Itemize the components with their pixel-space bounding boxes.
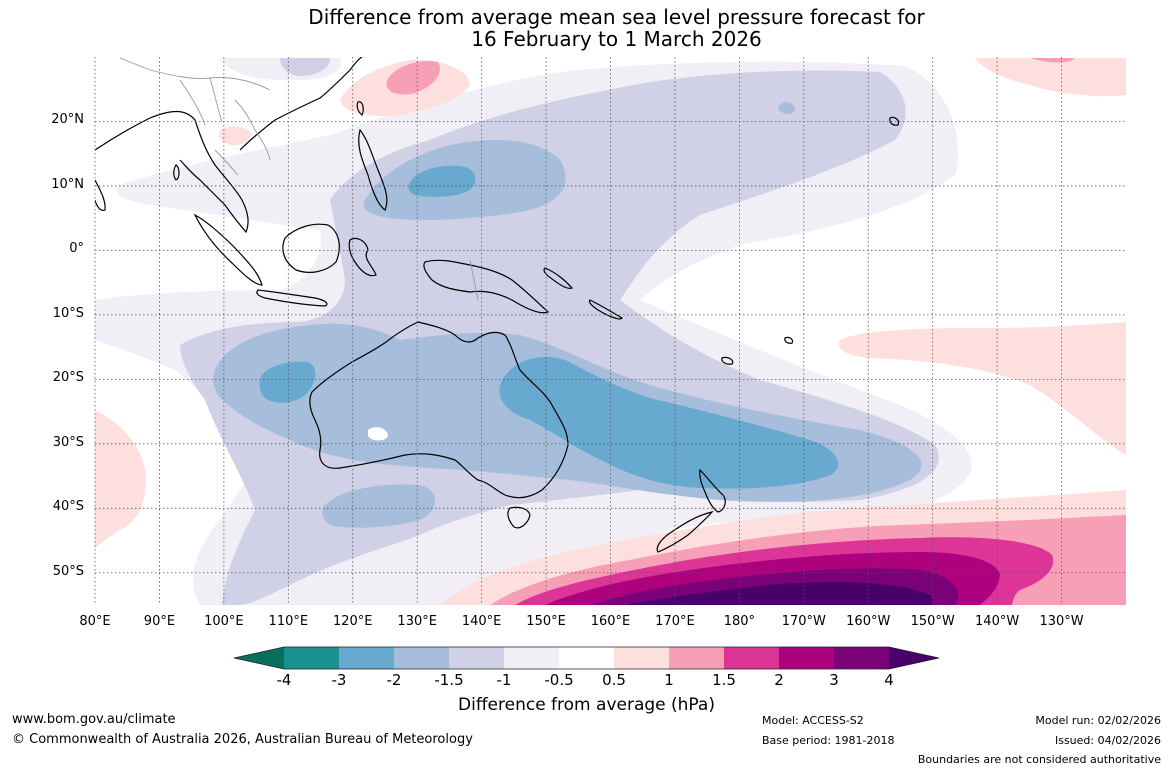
gridlines: [94, 57, 1126, 605]
colorbar: [233, 646, 940, 670]
coastline-sulawesi: [348, 237, 377, 277]
coastline-sumatra: [193, 213, 263, 286]
colorbar-tick-label: -0.5: [544, 671, 574, 689]
coastline-new-guinea: [423, 259, 550, 314]
anomaly-region-white-spot: [368, 427, 388, 441]
anomaly-region-dark-purple: [625, 582, 933, 605]
longitude-label: 160°W: [846, 614, 891, 629]
colorbar-segment: [779, 647, 834, 669]
coastline-fiji: [721, 336, 794, 365]
longitude-label: 120°E: [332, 614, 373, 629]
anomaly-region-steelblue-spot: [778, 102, 795, 115]
anomaly-region-pink-northeast: [1030, 58, 1075, 63]
longitude-label: 80°E: [79, 614, 111, 629]
longitude-label: 140°E: [461, 614, 502, 629]
colorbar-segment: [669, 647, 724, 669]
copyright-text: © Commonwealth of Australia 2026, Austra…: [12, 732, 473, 747]
colorbar-tick-label: 1.5: [712, 671, 736, 689]
anomaly-field: [95, 57, 1126, 605]
coastlines: [95, 57, 900, 553]
colorbar-tick-label: 2: [774, 671, 784, 689]
coastline-australia: [309, 321, 569, 499]
colorbar-tick-label: -1.5: [434, 671, 464, 689]
latitude-label: 10°S: [52, 305, 84, 321]
boundaries-disclaimer: Boundaries are not considered authoritat…: [917, 753, 1161, 766]
colorbar-tick-label: 0.5: [602, 671, 626, 689]
longitude-label: 130°E: [397, 614, 437, 629]
colorbar-tick-label: -3: [331, 671, 347, 689]
colorbar-segment: [394, 647, 449, 669]
coastline-sri-lanka: [173, 164, 180, 181]
border-lines-asia: [119, 57, 479, 301]
model-name: Model: ACCESS-S2: [762, 714, 864, 727]
anomaly-region-blue-north: [408, 165, 476, 197]
colorbar-segment: [559, 647, 614, 669]
longitude-label: 170°E: [655, 614, 695, 629]
colorbar-tick-label: -4: [276, 671, 292, 689]
latitude-label: 10°N: [51, 176, 84, 192]
longitude-label: 160°E: [590, 614, 631, 629]
colorbar-segment: [724, 647, 779, 669]
longitude-label: 100°E: [204, 614, 244, 629]
coastline-solomon: [543, 267, 574, 289]
coastline-new-zealand-south: [656, 510, 714, 553]
coastline-new-zealand-north: [699, 468, 726, 513]
anomaly-region-lightpink-northeast: [975, 58, 1126, 97]
anomaly-region-blue-east: [499, 357, 839, 489]
colorbar-outline: [233, 646, 940, 670]
anomaly-region-periwinkle-nw: [280, 58, 330, 76]
coastline-borneo: [282, 223, 340, 273]
chart-title-line-1: Difference from average mean sea level p…: [308, 5, 925, 29]
latitude-label: 20°S: [52, 370, 84, 386]
model-run-date: Model run: 02/02/2026: [1035, 714, 1161, 727]
anomaly-region-lightpink-west: [95, 410, 146, 548]
coastline-new-caledonia: [588, 299, 623, 320]
anomaly-region-lightpink-east: [838, 322, 1126, 455]
colorbar-tick-label: 3: [829, 671, 839, 689]
colorbar-segment: [834, 647, 889, 669]
latitude-label: 50°S: [52, 563, 84, 579]
colorbar-segment: [449, 647, 504, 669]
coastline-hawaii: [889, 116, 900, 126]
anomaly-region-blue-west: [259, 361, 316, 403]
coastline-india-tip: [95, 179, 106, 211]
longitude-label: 140°W: [975, 614, 1020, 629]
longitude-label: 130°W: [1039, 614, 1084, 629]
coastline-philippines: [358, 128, 388, 211]
colorbar-segment: [339, 647, 394, 669]
colorbar-high-extension: [889, 647, 939, 669]
colorbar-tick-label: -2: [386, 671, 402, 689]
coastline-java: [256, 289, 328, 307]
colorbar-segment: [284, 647, 339, 669]
coastline-asia-mainland: [95, 57, 363, 234]
colorbar-tick-label: -1: [496, 671, 512, 689]
anomaly-region-lightpink-indochina: [219, 126, 252, 146]
longitude-label: 90°E: [143, 614, 176, 629]
coastline-taiwan: [356, 101, 364, 116]
anomaly-region-pink-north: [386, 60, 440, 95]
colorbar-title: Difference from average (hPa): [458, 695, 715, 715]
base-period: Base period: 1981-2018: [762, 734, 895, 747]
latitude-label: 20°N: [51, 112, 84, 128]
website-link[interactable]: www.bom.gov.au/climate: [12, 712, 176, 727]
longitude-label: 110°E: [268, 614, 309, 629]
chart-title-line-2: 16 February to 1 March 2026: [471, 27, 762, 51]
country-borders: [119, 57, 479, 301]
colorbar-low-extension: [234, 647, 284, 669]
longitude-label: 170°W: [781, 614, 826, 629]
colorbar-tick-label: 1: [664, 671, 674, 689]
colorbar-tick-label: 4: [884, 671, 894, 689]
colorbar-segment: [614, 647, 669, 669]
longitude-label: 180°: [723, 614, 756, 629]
longitude-label: 150°W: [910, 614, 955, 629]
latitude-label: 30°S: [52, 434, 84, 450]
coastline-tasmania: [507, 506, 531, 529]
longitude-label: 150°E: [526, 614, 566, 629]
colorbar-segment: [504, 647, 559, 669]
latitude-label: 40°S: [52, 499, 84, 515]
anomaly-region-steelblue-sw: [322, 484, 435, 528]
issued-date: Issued: 04/02/2026: [1054, 734, 1161, 747]
latitude-label: 0°: [69, 241, 84, 257]
